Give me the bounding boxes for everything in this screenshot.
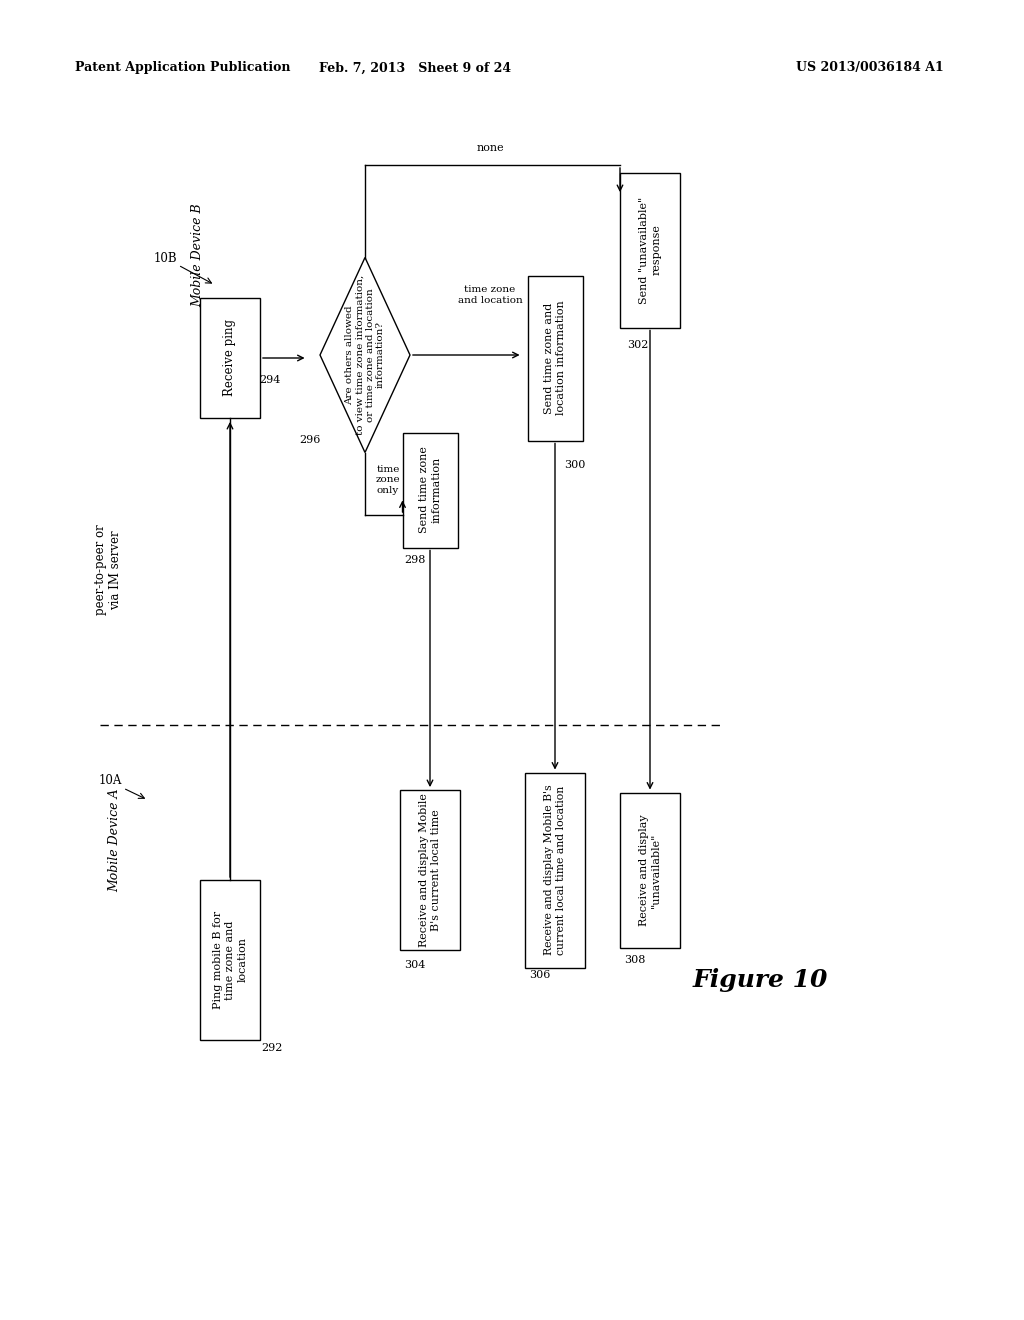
Text: 298: 298 — [404, 554, 426, 565]
Text: Receive ping: Receive ping — [223, 319, 237, 396]
Text: Mobile Device B: Mobile Device B — [191, 203, 205, 306]
Text: 294: 294 — [259, 375, 281, 385]
Text: Are others allowed
to view time zone information,
or time zone and location
info: Are others allowed to view time zone inf… — [345, 275, 385, 436]
Text: 296: 296 — [299, 436, 321, 445]
Text: time
zone
only: time zone only — [376, 465, 400, 495]
Text: Send time zone and
location information: Send time zone and location information — [544, 301, 566, 416]
Text: 292: 292 — [261, 1043, 283, 1053]
Text: Figure 10: Figure 10 — [692, 968, 827, 993]
Text: 302: 302 — [628, 341, 648, 350]
Bar — [200, 880, 260, 1040]
Bar — [402, 433, 458, 548]
Bar — [527, 276, 583, 441]
Text: 306: 306 — [529, 970, 551, 979]
Text: Patent Application Publication: Patent Application Publication — [75, 62, 291, 74]
Text: 304: 304 — [404, 960, 426, 970]
Text: 10A: 10A — [98, 774, 122, 787]
Text: 10B: 10B — [154, 252, 177, 264]
Bar — [200, 298, 260, 418]
Text: peer-to-peer or
via IM server: peer-to-peer or via IM server — [94, 524, 122, 615]
Text: time zone
and location: time zone and location — [458, 285, 522, 305]
Text: 308: 308 — [625, 954, 646, 965]
Text: Send "unavailable"
response: Send "unavailable" response — [639, 197, 662, 304]
Text: Mobile Device A: Mobile Device A — [109, 788, 122, 892]
Text: none: none — [476, 143, 504, 153]
Text: Ping mobile B for
time zone and
location: Ping mobile B for time zone and location — [213, 911, 248, 1008]
Text: US 2013/0036184 A1: US 2013/0036184 A1 — [796, 62, 944, 74]
Bar — [525, 772, 585, 968]
Text: Feb. 7, 2013   Sheet 9 of 24: Feb. 7, 2013 Sheet 9 of 24 — [318, 62, 511, 74]
Bar — [620, 173, 680, 327]
Text: Send time zone
information: Send time zone information — [419, 446, 441, 533]
Text: Receive and display
"unavailable": Receive and display "unavailable" — [639, 814, 662, 925]
Polygon shape — [319, 257, 410, 453]
Bar — [400, 789, 460, 950]
Text: Receive and display Mobile B's
current local time and location: Receive and display Mobile B's current l… — [544, 784, 566, 956]
Bar — [620, 792, 680, 948]
Text: Receive and display Mobile
B's current local time: Receive and display Mobile B's current l… — [419, 793, 441, 946]
Text: 300: 300 — [564, 459, 586, 470]
